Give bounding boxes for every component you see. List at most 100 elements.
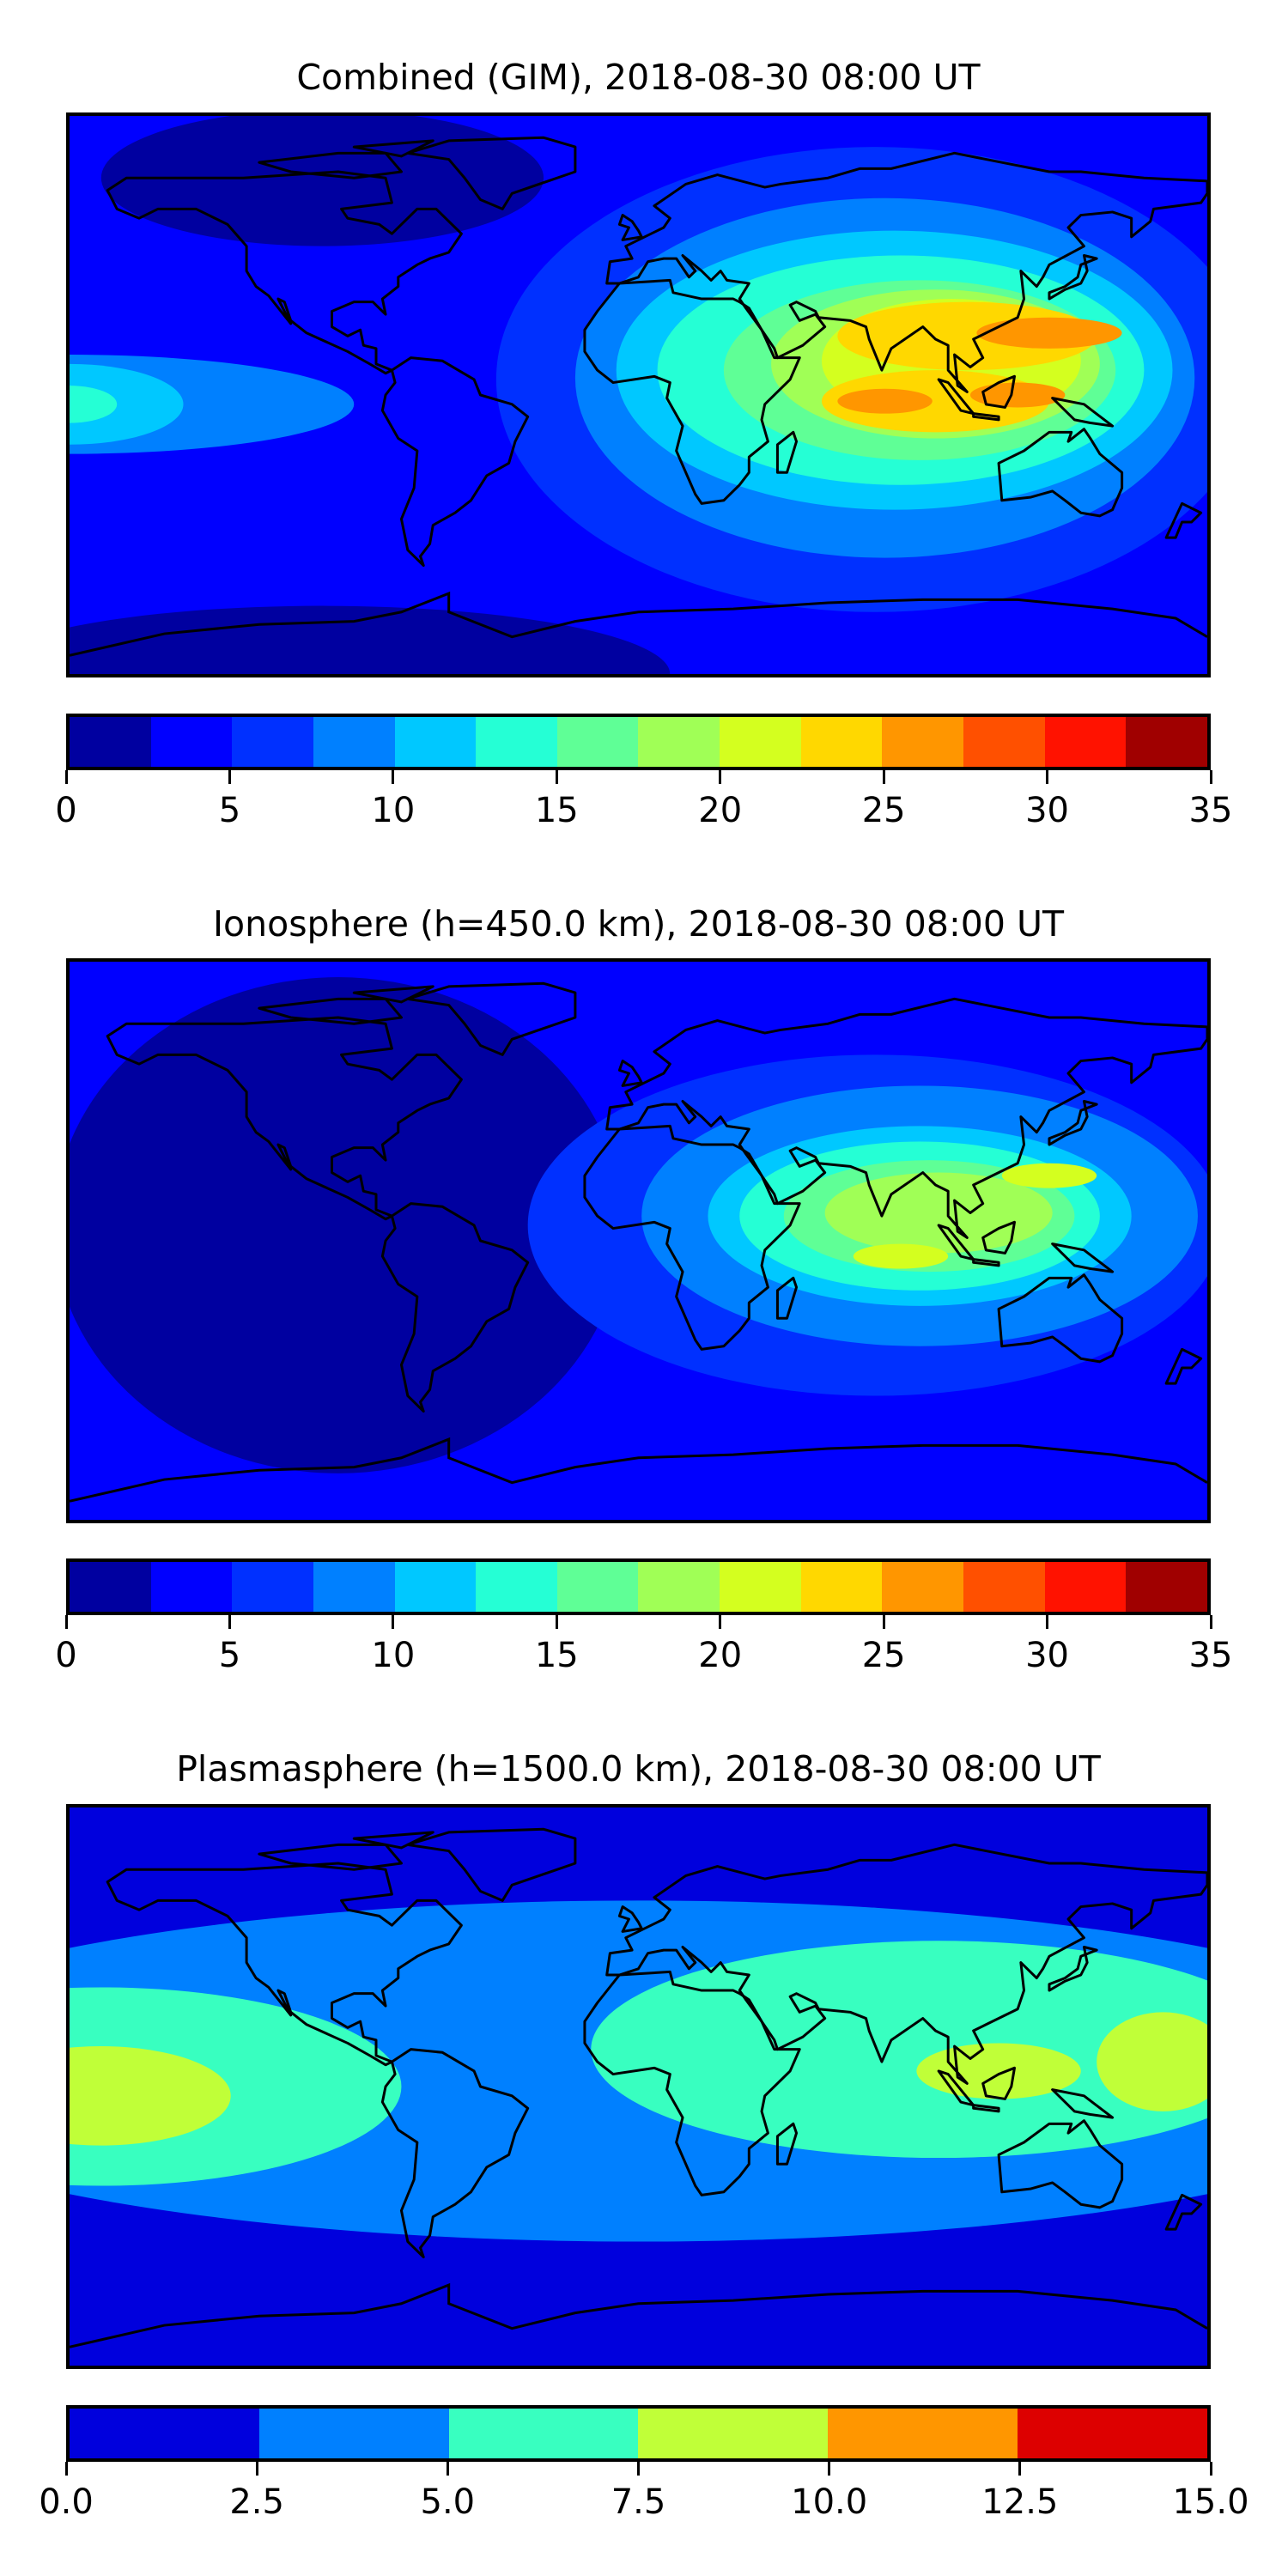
colorbar-tick-mark	[1018, 2462, 1022, 2476]
colorbar-segment-13	[1126, 717, 1207, 767]
colorbar-tick-mark	[1209, 2462, 1212, 2476]
coastline-greenland	[408, 137, 575, 209]
map-plot	[66, 1804, 1211, 2369]
colorbar-tick-label: 35	[1188, 791, 1233, 830]
coastline-borneo	[983, 1222, 1015, 1253]
colorbar-segment-1	[150, 1562, 233, 1612]
colorbar-segment-11	[963, 717, 1045, 767]
colorbar-tick-label: 20	[698, 791, 743, 830]
colorbar-tick-mark	[228, 1615, 231, 1629]
colorbar-tick-label: 7.5	[611, 2482, 666, 2522]
colorbar-segment-2	[448, 2409, 639, 2458]
colorbar-segment-6	[556, 1562, 639, 1612]
colorbar-segment-9	[800, 717, 883, 767]
colorbar-tick-label: 15.0	[1172, 2482, 1249, 2522]
contour-level-5	[70, 386, 118, 423]
coastline-new-zealand	[1166, 503, 1200, 538]
colorbar-tick-label: 20	[698, 1636, 743, 1675]
coastline-australia	[999, 429, 1122, 516]
colorbar-ticks: 0 5 10 15 20 25 30 35	[55, 770, 1232, 839]
coastline-new-zealand	[1166, 1349, 1200, 1383]
coastline-japan	[1049, 256, 1097, 300]
colorbar-segment-3	[313, 1562, 395, 1612]
chart-title: Combined (GIM), 2018-08-30 08:00 UT	[296, 57, 981, 98]
coastline-java	[974, 414, 999, 420]
coastline-uk	[619, 1061, 641, 1086]
coastline-australia	[999, 2121, 1122, 2208]
coastline-new-guinea	[1053, 398, 1113, 427]
contour-level-0	[70, 605, 671, 674]
map-svg	[70, 962, 1207, 1520]
colorbar-segment-8	[720, 717, 801, 767]
contour-level-3	[1097, 2012, 1207, 2111]
coastline-eurasia	[607, 1844, 1207, 2083]
colorbar-tick-mark	[719, 1615, 722, 1629]
coastline-borneo	[983, 2068, 1015, 2099]
colorbar-tick-mark	[828, 2462, 831, 2476]
colorbar-segment-5	[1018, 2409, 1207, 2458]
colorbar-tick-mark	[64, 2462, 68, 2476]
colorbar-segment-4	[394, 717, 477, 767]
colorbar-tick-mark	[719, 770, 722, 784]
chart-title: Plasmasphere (h=1500.0 km), 2018-08-30 0…	[176, 1748, 1101, 1789]
coastline-japan	[1049, 1102, 1097, 1145]
colorbar-tick-mark	[637, 2462, 640, 2476]
coastline-south-america	[382, 1204, 527, 1412]
colorbar-tick-label: 15	[534, 791, 579, 830]
coastline-arctic-archipelago	[259, 999, 402, 1024]
colorbar-tick-mark	[555, 1615, 558, 1629]
contour-level-4	[70, 363, 184, 445]
colorbar-segment-12	[1044, 717, 1127, 767]
contour-level-3	[70, 2046, 231, 2146]
coastline-new-guinea	[1053, 1244, 1113, 1273]
colorbar-tick-label: 0.0	[39, 2482, 94, 2522]
coastline-borneo	[983, 376, 1015, 407]
colorbar-tick-label: 10	[371, 791, 416, 830]
coastline-arctic-archipelago	[259, 1844, 402, 1869]
contour-level-2	[591, 1941, 1207, 2159]
coastline-ellesmere	[354, 987, 433, 1002]
contour-level-10	[969, 382, 1066, 408]
colorbar-segment-7	[638, 1562, 720, 1612]
map-plot	[66, 112, 1211, 677]
colorbar-segment-10	[882, 1562, 964, 1612]
contour-level-7	[824, 1172, 1053, 1254]
coastline-java	[974, 2105, 999, 2111]
coastline-uk	[619, 216, 641, 240]
colorbar-segment-0	[70, 2409, 259, 2458]
coastline-antarctica	[70, 1439, 1207, 1501]
colorbar-segment-11	[963, 1562, 1045, 1612]
chart-title: Ionosphere (h=450.0 km), 2018-08-30 08:0…	[212, 903, 1065, 945]
coastline-eurasia	[607, 153, 1207, 392]
coastline-ellesmere	[354, 141, 433, 156]
contour-level-0	[100, 116, 544, 246]
coastline-japan	[1049, 1947, 1097, 1991]
map-svg	[70, 1807, 1207, 2366]
contour-level-10	[837, 388, 933, 414]
colorbar-tick-label: 35	[1188, 1636, 1233, 1675]
colorbar-tick-label: 15	[534, 1636, 579, 1675]
colorbar-tick-mark	[255, 2462, 258, 2476]
contour-level-10	[976, 317, 1122, 349]
colorbar-segment-10	[882, 717, 964, 767]
colorbar-tick-mark	[64, 770, 68, 784]
colorbar-tick-mark	[228, 770, 231, 784]
coastline-java	[974, 1260, 999, 1266]
coastline-madagascar	[777, 2123, 796, 2164]
coastline-new-zealand	[1166, 2195, 1200, 2229]
colorbar-segment-0	[70, 717, 151, 767]
colorbar-tick-mark	[1046, 770, 1049, 784]
colorbar-ticks: 0 5 10 15 20 25 30 35	[55, 1615, 1232, 1684]
coastline-australia	[999, 1275, 1122, 1362]
colorbar-segment-9	[800, 1562, 883, 1612]
coastline-eurasia	[607, 999, 1207, 1237]
colorbar-ticks: 0.0 2.5 5.0 7.5 10.0 12.5 15.0	[39, 2462, 1249, 2530]
colorbar	[66, 2405, 1211, 2462]
colorbar-segment-6	[556, 717, 639, 767]
colorbar-segment-5	[476, 717, 557, 767]
coastline-africa	[585, 280, 799, 503]
colorbar-tick-label: 0	[55, 1636, 77, 1675]
colorbar-tick-label: 5	[218, 791, 241, 830]
colorbar	[66, 714, 1211, 770]
colorbar-tick-label: 25	[861, 791, 906, 830]
